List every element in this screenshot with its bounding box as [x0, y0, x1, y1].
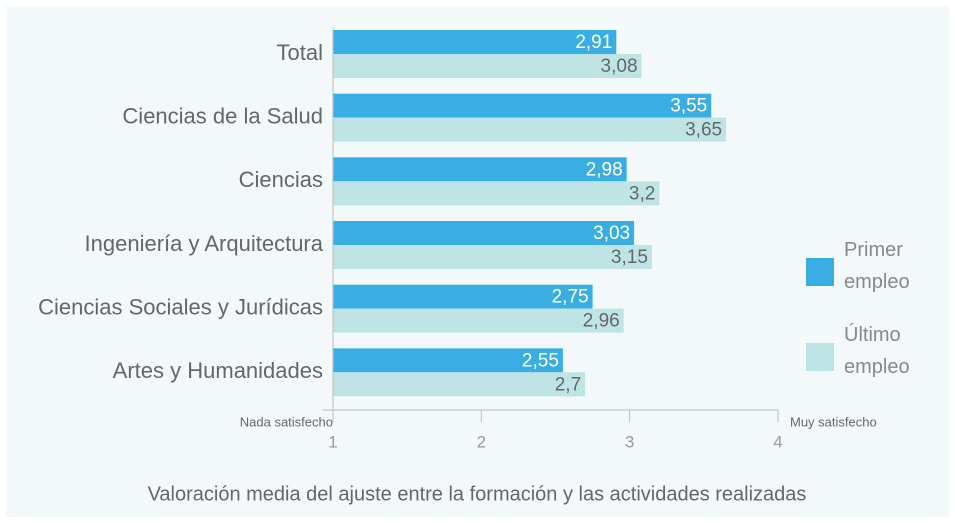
bar: [333, 54, 642, 78]
bar: [333, 157, 627, 182]
x-tick-label: 3: [625, 432, 634, 451]
bar: [333, 308, 624, 333]
value-label: 3,65: [685, 120, 722, 141]
value-label: 2,55: [522, 350, 559, 371]
bar: [333, 93, 712, 118]
bar: [333, 117, 727, 142]
x-axis-label: Valoración media del ajuste entre la for…: [148, 483, 807, 505]
value-label: 3,08: [601, 56, 638, 77]
y-tick-label: Ciencias: [239, 167, 323, 192]
bar: [333, 284, 593, 309]
y-tick-label: Ciencias de la Salud: [122, 103, 323, 128]
value-label: 2,98: [586, 159, 623, 180]
bar: [333, 30, 617, 54]
value-label: 3,03: [593, 223, 630, 244]
legend-label: Último empleo: [844, 324, 910, 378]
value-label: 2,75: [552, 287, 589, 308]
x-max-label: Muy satisfecho: [790, 414, 877, 429]
y-tick-label: Artes y Humanidades: [113, 358, 323, 383]
y-tick-label: Total: [277, 40, 323, 65]
value-label: 2,7: [555, 374, 581, 395]
legend-label: Primer empleo: [844, 239, 910, 293]
bar: [333, 245, 652, 269]
bar: [333, 348, 563, 373]
bar: [333, 221, 635, 245]
legend-swatch: [806, 258, 834, 286]
value-label: 2,96: [583, 311, 620, 332]
y-tick-label: Ciencias Sociales y Jurídicas: [38, 294, 323, 319]
x-tick-label: 1: [328, 432, 337, 451]
bar: [333, 181, 660, 206]
x-tick-label: 4: [773, 432, 782, 451]
value-label: 3,2: [629, 183, 655, 204]
x-min-label: Nada satisfecho: [240, 414, 333, 429]
value-label: 2,91: [575, 32, 612, 53]
y-tick-label: Ingeniería y Arquitectura: [85, 231, 324, 256]
value-label: 3,15: [611, 247, 648, 268]
value-label: 3,55: [670, 96, 707, 117]
legend-swatch: [806, 343, 834, 371]
bar: [333, 372, 586, 397]
x-tick-label: 2: [477, 432, 486, 451]
